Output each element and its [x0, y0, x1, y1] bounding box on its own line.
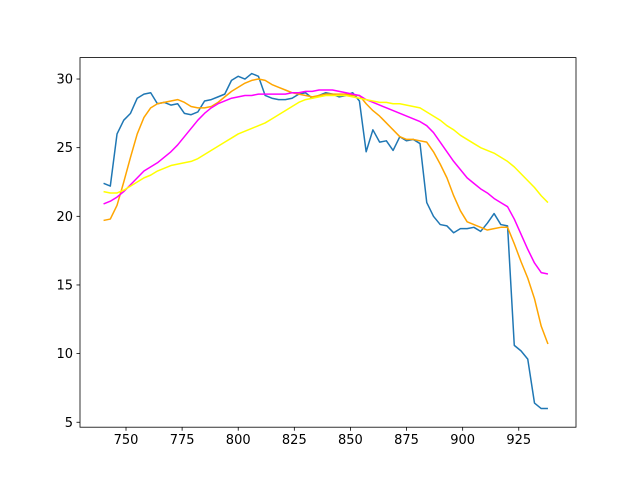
x-tick-label: 800 — [226, 433, 251, 448]
y-tick-label: 5 — [65, 416, 73, 431]
x-tick-label: 850 — [338, 433, 363, 448]
x-tick-label: 875 — [394, 433, 419, 448]
x-tick-label: 775 — [170, 433, 195, 448]
axes-frame — [79, 57, 577, 428]
data-line — [103, 72, 548, 410]
data-line — [103, 94, 549, 204]
x-tick-label: 750 — [114, 433, 139, 448]
y-tick-label: 20 — [56, 210, 73, 225]
y-tick-label: 30 — [56, 73, 73, 88]
data-line — [103, 78, 549, 345]
x-tick-label: 900 — [450, 433, 475, 448]
plot-area — [103, 72, 549, 410]
y-tick-label: 10 — [56, 347, 73, 362]
x-tick-label: 825 — [282, 433, 307, 448]
data-line — [103, 89, 549, 275]
x-tick-label: 925 — [506, 433, 531, 448]
y-tick-label: 15 — [56, 278, 73, 293]
y-tick-label: 25 — [56, 141, 73, 156]
